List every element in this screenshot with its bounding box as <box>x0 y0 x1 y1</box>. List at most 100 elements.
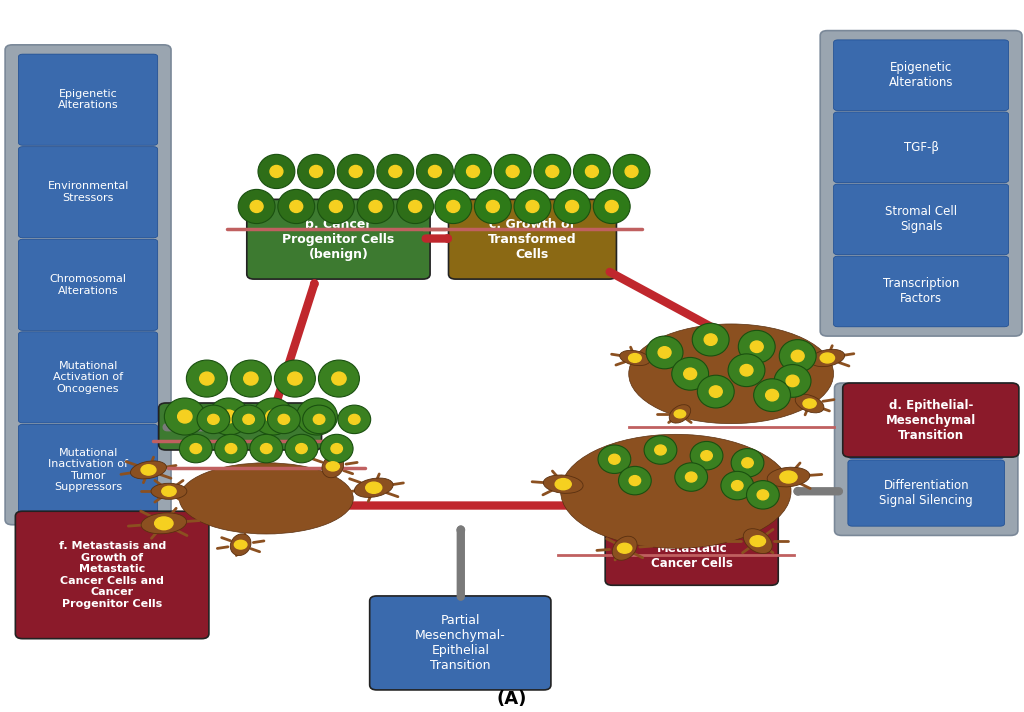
Ellipse shape <box>332 372 346 385</box>
Ellipse shape <box>613 155 650 189</box>
FancyBboxPatch shape <box>18 332 158 423</box>
Ellipse shape <box>260 444 272 454</box>
Ellipse shape <box>297 398 338 435</box>
Text: TGF-β Signal
Silencing: TGF-β Signal Silencing <box>889 412 964 439</box>
Text: Differentiation
Signal Silencing: Differentiation Signal Silencing <box>880 479 973 507</box>
Ellipse shape <box>561 434 792 548</box>
Ellipse shape <box>396 189 433 224</box>
Ellipse shape <box>605 201 618 212</box>
Ellipse shape <box>357 189 394 224</box>
Ellipse shape <box>389 165 401 177</box>
Ellipse shape <box>215 434 248 463</box>
FancyBboxPatch shape <box>835 383 1018 535</box>
Ellipse shape <box>786 375 799 387</box>
Ellipse shape <box>209 398 250 435</box>
Ellipse shape <box>721 471 754 500</box>
Ellipse shape <box>279 414 290 424</box>
Ellipse shape <box>230 360 271 397</box>
Ellipse shape <box>792 350 804 362</box>
Ellipse shape <box>774 365 811 397</box>
Ellipse shape <box>250 201 263 212</box>
Ellipse shape <box>290 201 303 212</box>
Ellipse shape <box>738 330 775 363</box>
Ellipse shape <box>779 340 816 372</box>
Text: b. Cancer
Progenitor Cells
(benign): b. Cancer Progenitor Cells (benign) <box>283 218 394 261</box>
Ellipse shape <box>221 410 237 423</box>
Ellipse shape <box>700 451 713 461</box>
Ellipse shape <box>754 379 791 412</box>
Ellipse shape <box>731 449 764 477</box>
Ellipse shape <box>278 189 314 224</box>
Text: Stromal Cell
Signals: Stromal Cell Signals <box>885 205 957 234</box>
Ellipse shape <box>644 436 677 464</box>
Text: Epigenetic
Alterations: Epigenetic Alterations <box>57 89 119 110</box>
Ellipse shape <box>303 405 336 434</box>
Circle shape <box>234 540 247 549</box>
Ellipse shape <box>197 405 229 434</box>
Ellipse shape <box>766 389 778 401</box>
FancyBboxPatch shape <box>834 40 1009 110</box>
Ellipse shape <box>705 334 717 345</box>
Ellipse shape <box>337 155 374 189</box>
Circle shape <box>674 410 686 418</box>
Ellipse shape <box>322 455 344 478</box>
Ellipse shape <box>654 445 667 455</box>
Ellipse shape <box>178 410 193 423</box>
FancyBboxPatch shape <box>820 31 1022 336</box>
Text: Environmental
Stressors: Environmental Stressors <box>47 182 129 203</box>
Ellipse shape <box>455 155 492 189</box>
FancyBboxPatch shape <box>18 239 158 330</box>
Text: Mutational
Activation of
Oncogenes: Mutational Activation of Oncogenes <box>53 361 123 394</box>
Ellipse shape <box>258 155 295 189</box>
Ellipse shape <box>243 414 254 424</box>
Ellipse shape <box>741 458 754 468</box>
Ellipse shape <box>746 481 779 509</box>
Ellipse shape <box>743 529 772 553</box>
Ellipse shape <box>446 201 460 212</box>
Circle shape <box>629 354 641 362</box>
FancyBboxPatch shape <box>843 383 1019 457</box>
Ellipse shape <box>757 490 769 500</box>
Ellipse shape <box>728 354 765 387</box>
Text: TGF-β: TGF-β <box>903 141 939 154</box>
Ellipse shape <box>685 472 697 482</box>
Circle shape <box>617 543 632 553</box>
Ellipse shape <box>554 189 591 224</box>
Ellipse shape <box>331 444 342 454</box>
Text: a. Normal Cells: a. Normal Cells <box>187 420 293 433</box>
FancyBboxPatch shape <box>834 112 1009 183</box>
Text: Chromosomal
Alterations: Chromosomal Alterations <box>49 274 127 295</box>
Ellipse shape <box>309 165 323 177</box>
Ellipse shape <box>309 410 324 423</box>
Text: Epigenetic
Alterations: Epigenetic Alterations <box>889 61 953 89</box>
Ellipse shape <box>330 201 342 212</box>
Circle shape <box>820 353 835 363</box>
Ellipse shape <box>377 155 414 189</box>
Ellipse shape <box>672 357 709 390</box>
Ellipse shape <box>267 405 300 434</box>
Ellipse shape <box>208 414 219 424</box>
FancyBboxPatch shape <box>18 424 158 515</box>
Ellipse shape <box>270 165 283 177</box>
Circle shape <box>750 535 766 547</box>
Ellipse shape <box>288 372 302 385</box>
Ellipse shape <box>186 360 227 397</box>
Ellipse shape <box>244 372 258 385</box>
Ellipse shape <box>141 513 186 534</box>
Circle shape <box>155 517 173 530</box>
FancyBboxPatch shape <box>18 54 158 145</box>
Ellipse shape <box>232 405 265 434</box>
Ellipse shape <box>629 476 641 486</box>
Text: f. Metastasis and
Growth of
Metastatic
Cancer Cells and
Cancer
Progenitor Cells: f. Metastasis and Growth of Metastatic C… <box>58 541 166 609</box>
Ellipse shape <box>646 336 683 369</box>
Ellipse shape <box>239 189 275 224</box>
Ellipse shape <box>467 165 479 177</box>
FancyBboxPatch shape <box>5 45 171 525</box>
Text: Partial
Mesenchymal-
Epithelial
Transition: Partial Mesenchymal- Epithelial Transiti… <box>415 614 506 672</box>
Ellipse shape <box>697 375 734 408</box>
Text: d. Epithelial-
Mesenchymal
Transition: d. Epithelial- Mesenchymal Transition <box>886 399 976 441</box>
Ellipse shape <box>731 481 743 491</box>
Ellipse shape <box>495 155 531 189</box>
Ellipse shape <box>740 365 753 376</box>
Text: Mutational
Inactivation of
Tumor
Suppressors: Mutational Inactivation of Tumor Suppres… <box>48 448 128 492</box>
